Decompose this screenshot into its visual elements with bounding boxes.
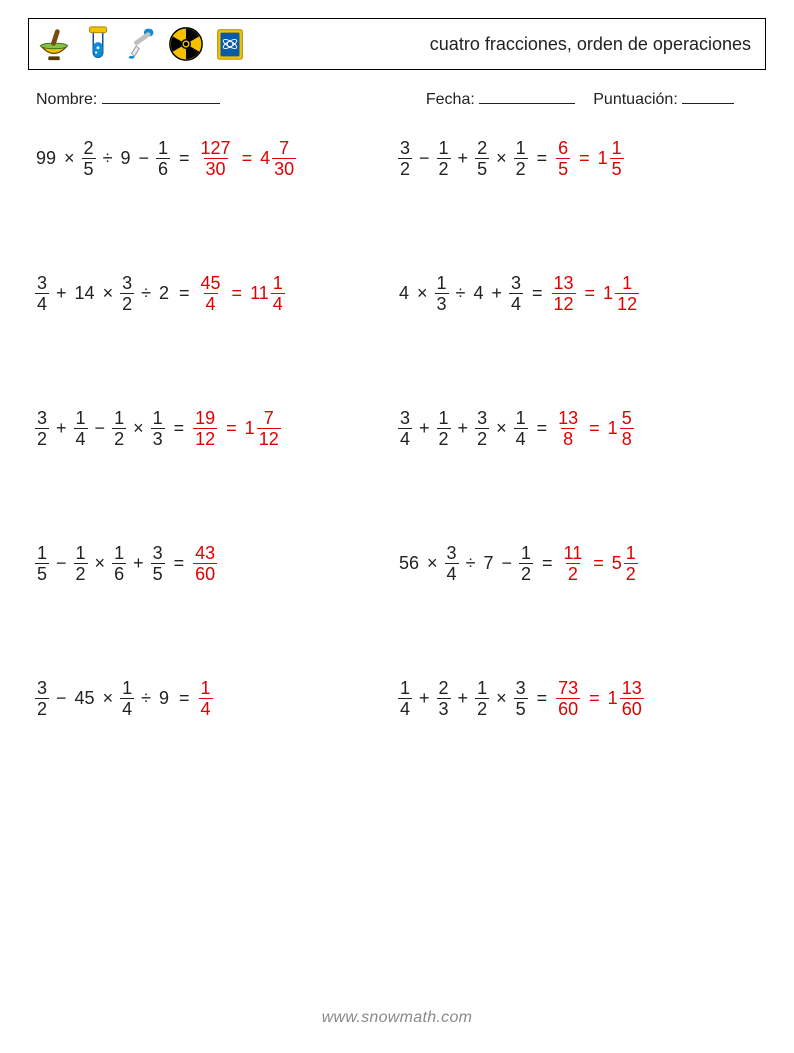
problem-cell: 32−12+25×12=65=115 bbox=[397, 139, 760, 178]
answer: 1912=1712 bbox=[192, 409, 282, 448]
header-box: cuatro fracciones, orden de operaciones bbox=[28, 18, 766, 70]
answer: 454=1114 bbox=[198, 274, 286, 313]
expression: 34+12+32×14=138=158 bbox=[397, 409, 635, 448]
mortar-pestle-icon bbox=[35, 25, 73, 63]
problem-cell: 32−45×14÷9=14 bbox=[34, 679, 397, 718]
expression: 99×25÷9−16=12730=4730 bbox=[34, 139, 297, 178]
expression: 32−12+25×12=65=115 bbox=[397, 139, 625, 178]
expression: 32−45×14÷9=14 bbox=[34, 679, 214, 718]
answer: 138=158 bbox=[555, 409, 635, 448]
expression: 15−12×16+35=4360 bbox=[34, 544, 218, 583]
worksheet-title: cuatro fracciones, orden de operaciones bbox=[430, 34, 751, 55]
date-blank[interactable] bbox=[479, 90, 575, 104]
problem-cell: 99×25÷9−16=12730=4730 bbox=[34, 139, 397, 178]
radioactive-icon bbox=[167, 25, 205, 63]
science-book-icon bbox=[211, 25, 249, 63]
score-blank[interactable] bbox=[682, 90, 734, 104]
score-label: Puntuación: bbox=[593, 91, 678, 108]
answer: 4360 bbox=[192, 544, 218, 583]
date-label: Fecha: bbox=[426, 91, 475, 108]
info-line: Nombre: Fecha: Puntuación: bbox=[36, 90, 758, 109]
problem-cell: 56×34÷7−12=112=512 bbox=[397, 544, 760, 583]
problem-row: 15−12×16+35=4360 56×34÷7−12=112=512 bbox=[34, 544, 760, 583]
problem-cell: 32+14−12×13=1912=1712 bbox=[34, 409, 397, 448]
problem-cell: 14+23+12×35=7360=11360 bbox=[397, 679, 760, 718]
problem-row: 32+14−12×13=1912=1712 34+12+32×14=138=158 bbox=[34, 409, 760, 448]
problem-row: 99×25÷9−16=12730=4730 32−12+25×12=65=115 bbox=[34, 139, 760, 178]
header-icons bbox=[35, 25, 249, 63]
problems-grid: 99×25÷9−16=12730=4730 32−12+25×12=65=115 3… bbox=[28, 139, 766, 718]
answer: 7360=11360 bbox=[555, 679, 645, 718]
footer-url: www.snowmath.com bbox=[0, 1009, 794, 1027]
problem-row: 32−45×14÷9=14 14+23+12×35=7360=11360 bbox=[34, 679, 760, 718]
problem-cell: 34+14×32÷2=454=1114 bbox=[34, 274, 397, 313]
answer: 12730=4730 bbox=[198, 139, 298, 178]
answer: 14 bbox=[198, 679, 214, 718]
name-blank[interactable] bbox=[102, 90, 220, 104]
answer: 65=115 bbox=[555, 139, 625, 178]
expression: 34+14×32÷2=454=1114 bbox=[34, 274, 286, 313]
problem-row: 34+14×32÷2=454=1114 4×13÷4+34=1312=1112 bbox=[34, 274, 760, 313]
expression: 14+23+12×35=7360=11360 bbox=[397, 679, 645, 718]
problem-cell: 4×13÷4+34=1312=1112 bbox=[397, 274, 760, 313]
expression: 32+14−12×13=1912=1712 bbox=[34, 409, 282, 448]
worksheet-page: cuatro fracciones, orden de operaciones … bbox=[0, 0, 794, 1053]
problem-cell: 34+12+32×14=138=158 bbox=[397, 409, 760, 448]
answer: 1312=1112 bbox=[551, 274, 641, 313]
answer: 112=512 bbox=[561, 544, 639, 583]
expression: 4×13÷4+34=1312=1112 bbox=[397, 274, 640, 313]
name-label: Nombre: bbox=[36, 91, 97, 108]
problem-cell: 15−12×16+35=4360 bbox=[34, 544, 397, 583]
expression: 56×34÷7−12=112=512 bbox=[397, 544, 639, 583]
test-tube-icon bbox=[79, 25, 117, 63]
dropper-icon bbox=[123, 25, 161, 63]
